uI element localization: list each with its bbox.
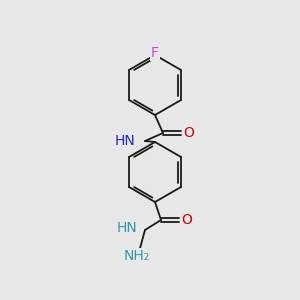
Text: O: O <box>182 213 192 227</box>
Text: F: F <box>151 46 159 60</box>
Text: O: O <box>184 126 194 140</box>
Text: HN: HN <box>114 134 135 148</box>
Text: HN: HN <box>116 221 137 235</box>
Text: NH₂: NH₂ <box>124 249 150 263</box>
